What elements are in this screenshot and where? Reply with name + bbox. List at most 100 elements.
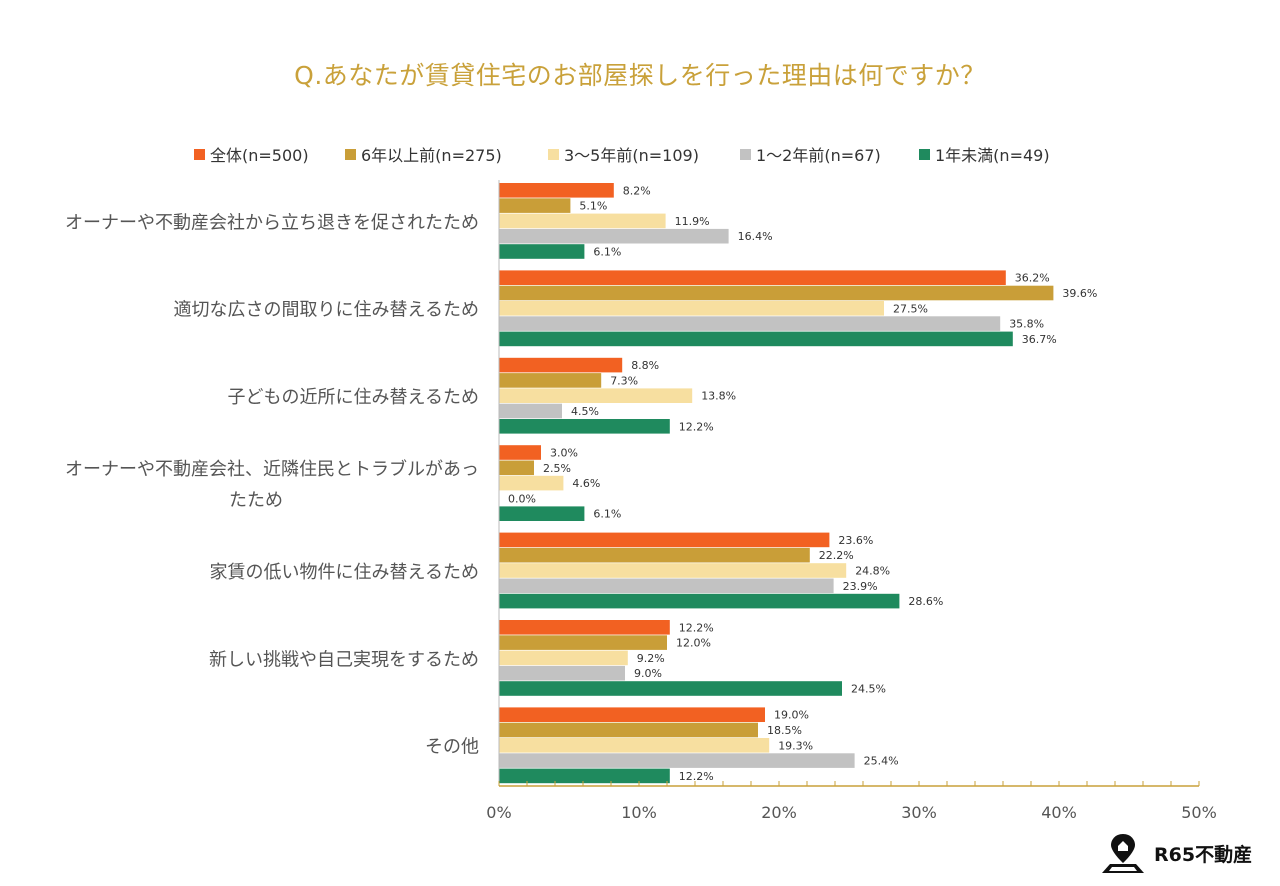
bar xyxy=(499,635,667,650)
data-label: 28.6% xyxy=(908,595,943,608)
bar xyxy=(499,285,1054,301)
legend-item: 3〜5年前(n=109) xyxy=(548,142,699,166)
bar xyxy=(499,768,670,784)
house-pin-icon xyxy=(1102,834,1144,873)
bar xyxy=(499,331,1013,347)
data-label: 7.3% xyxy=(610,374,638,387)
data-label: 19.3% xyxy=(778,739,813,752)
category-label: 子どもの近所に住み替えるため xyxy=(228,387,479,408)
category-label: 家賃の低い物件に住み替えるため xyxy=(210,562,479,583)
bar xyxy=(499,738,770,753)
legend-swatch xyxy=(548,148,559,160)
data-label: 25.4% xyxy=(864,755,899,768)
legend-label: 1〜2年前(n=67) xyxy=(756,146,881,165)
data-label: 36.7% xyxy=(1022,333,1057,346)
category-label: たため xyxy=(229,490,283,511)
legend-item: 全体(n=500) xyxy=(194,142,309,166)
bar xyxy=(499,563,847,578)
bar xyxy=(499,357,623,373)
bar xyxy=(499,506,585,521)
legend-item: 1年未満(n=49) xyxy=(919,142,1050,166)
data-label: 35.8% xyxy=(1009,318,1044,331)
category-label: 新しい挑戦や自己実現をするため xyxy=(209,649,479,670)
x-tick-label: 30% xyxy=(901,803,937,822)
bar xyxy=(499,419,670,434)
bar xyxy=(499,403,562,419)
brand-name: R65不動産 xyxy=(1154,843,1253,866)
data-label: 13.8% xyxy=(701,390,736,403)
chart-title: Q.あなたが賃貸住宅のお部屋探しを行った理由は何ですか？ xyxy=(294,61,986,90)
data-label: 19.0% xyxy=(774,709,809,722)
data-label: 18.5% xyxy=(767,724,802,737)
data-label: 9.2% xyxy=(637,652,665,665)
data-label: 4.5% xyxy=(571,405,599,418)
legend-swatch xyxy=(740,148,751,160)
bar xyxy=(499,547,810,563)
legend-label: 6年以上前(n=275) xyxy=(361,146,502,165)
data-label: 0.0% xyxy=(508,492,536,505)
data-label: 22.2% xyxy=(819,549,854,562)
bar xyxy=(499,650,628,666)
x-tick-label: 10% xyxy=(621,803,657,822)
bar xyxy=(499,532,830,548)
bar xyxy=(499,244,585,259)
bar xyxy=(499,213,666,229)
bar xyxy=(499,578,834,594)
bar xyxy=(499,228,729,244)
category-label: その他 xyxy=(425,737,479,758)
data-label: 8.8% xyxy=(631,359,659,372)
x-tick-label: 40% xyxy=(1041,803,1077,822)
bar xyxy=(499,183,614,198)
data-label: 6.1% xyxy=(593,508,621,521)
data-label: 3.0% xyxy=(550,447,578,460)
data-label: 9.0% xyxy=(634,667,662,680)
data-label: 12.2% xyxy=(679,420,714,433)
category-label: 適切な広さの間取りに住み替えるため xyxy=(174,300,479,321)
bar xyxy=(499,722,758,738)
data-label: 6.1% xyxy=(593,246,621,259)
data-label: 16.4% xyxy=(738,230,773,243)
bar xyxy=(499,707,765,722)
bar xyxy=(499,445,541,460)
legend-swatch xyxy=(194,148,205,160)
data-label: 39.6% xyxy=(1062,287,1097,300)
bar xyxy=(499,753,855,768)
data-label: 8.2% xyxy=(623,184,651,197)
data-label: 11.9% xyxy=(675,215,710,228)
bar xyxy=(499,316,1001,331)
legend-item: 6年以上前(n=275) xyxy=(345,142,502,166)
data-label: 2.5% xyxy=(543,462,571,475)
legend-label: 全体(n=500) xyxy=(210,146,309,165)
legend: 全体(n=500) 6年以上前(n=275) 3〜5年前(n=109) 1〜2年前(n… xyxy=(0,142,1280,165)
data-label: 23.6% xyxy=(838,534,873,547)
bar xyxy=(499,681,842,696)
data-label: 24.5% xyxy=(851,683,886,696)
data-label: 27.5% xyxy=(893,302,928,315)
brand-logo: R65不動産 xyxy=(1098,832,1252,874)
data-label: 12.0% xyxy=(676,637,711,650)
bar xyxy=(499,373,602,388)
bar xyxy=(499,475,564,491)
data-label: 12.2% xyxy=(679,770,714,783)
data-label: 36.2% xyxy=(1015,272,1050,285)
bar xyxy=(499,301,884,316)
x-tick-label: 50% xyxy=(1181,803,1217,822)
legend-item: 1〜2年前(n=67) xyxy=(740,142,881,166)
data-label: 4.6% xyxy=(572,477,600,490)
bar xyxy=(499,593,900,609)
legend-label: 3〜5年前(n=109) xyxy=(564,146,699,165)
data-label: 5.1% xyxy=(579,200,607,213)
data-label: 12.2% xyxy=(679,621,714,634)
bar xyxy=(499,198,571,213)
data-label: 23.9% xyxy=(843,580,878,593)
bar xyxy=(499,388,693,403)
category-label: オーナーや不動産会社、近隣住民とトラブルがあっ xyxy=(65,458,479,480)
bar xyxy=(499,665,625,681)
legend-swatch xyxy=(919,148,930,160)
legend-swatch xyxy=(345,148,356,160)
bar xyxy=(499,620,670,635)
x-tick-label: 0% xyxy=(486,803,511,822)
data-label: 24.8% xyxy=(855,565,890,578)
bar xyxy=(499,460,534,476)
legend-label: 1年未満(n=49) xyxy=(935,146,1050,165)
